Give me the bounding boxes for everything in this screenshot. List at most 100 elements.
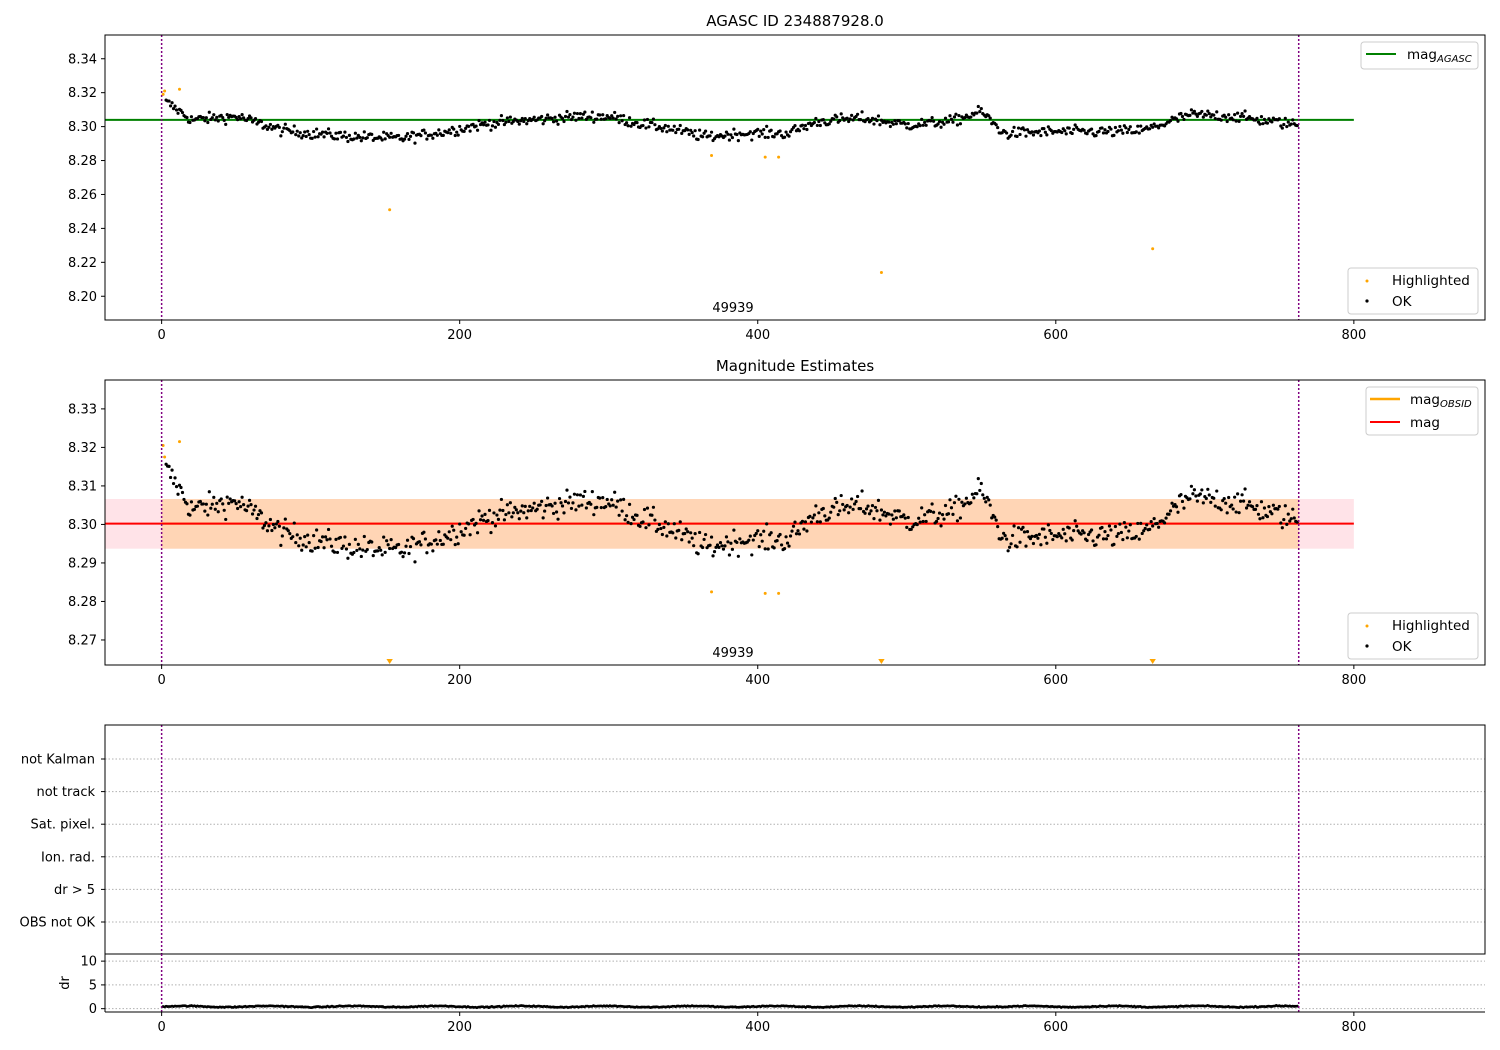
ok-point — [1015, 545, 1019, 549]
ok-point — [569, 117, 574, 122]
ok-point — [213, 118, 217, 122]
ok-point — [787, 544, 791, 548]
ok-point — [1286, 120, 1290, 124]
ok-point — [1255, 504, 1259, 508]
ok-point — [1118, 522, 1122, 526]
ok-point — [204, 116, 208, 120]
ok-point — [520, 116, 524, 121]
ok-point — [1051, 537, 1055, 542]
ok-point — [1192, 488, 1196, 492]
ok-point — [897, 119, 901, 123]
ok-point — [674, 130, 678, 135]
ok-point — [1064, 132, 1068, 136]
ok-point — [893, 119, 897, 123]
ok-point — [1137, 131, 1141, 135]
ok-point — [616, 114, 620, 118]
ok-point — [268, 517, 273, 522]
highlighted-point — [710, 590, 714, 594]
ok-point — [931, 510, 936, 514]
ok-point — [1270, 120, 1274, 124]
ok-point — [957, 113, 961, 118]
ok-point — [1267, 117, 1271, 121]
ok-point — [344, 547, 349, 551]
ok-point — [1006, 549, 1010, 553]
ok-point — [356, 542, 360, 546]
ok-point — [955, 123, 960, 127]
ok-point — [1152, 122, 1156, 126]
ok-point — [617, 120, 621, 125]
ok-point — [301, 134, 305, 138]
ok-point — [617, 513, 621, 517]
ok-point — [754, 531, 758, 536]
ok-point — [450, 524, 454, 528]
flag-label: OBS not OK — [20, 916, 96, 931]
ok-point — [407, 551, 411, 556]
ok-point — [1200, 488, 1204, 492]
ok-point — [192, 507, 197, 512]
ok-point — [554, 119, 559, 123]
ok-point — [246, 504, 250, 508]
ok-point — [312, 534, 316, 538]
ok-point — [236, 506, 240, 511]
ok-point — [845, 116, 849, 120]
ok-point — [1286, 512, 1290, 516]
ok-point — [632, 517, 636, 522]
ok-point — [920, 117, 924, 121]
ok-point — [727, 553, 732, 557]
ok-point — [833, 496, 837, 501]
ok-point — [441, 133, 445, 137]
ok-point — [866, 504, 870, 508]
ok-point — [261, 526, 265, 530]
ok-point — [338, 130, 343, 134]
ok-point — [526, 509, 530, 513]
ok-point — [167, 99, 171, 103]
ok-point — [358, 135, 362, 139]
ok-point — [322, 546, 326, 550]
ok-point — [282, 126, 286, 130]
ok-point — [449, 131, 453, 135]
ok-point — [1064, 539, 1068, 543]
ok-point — [1250, 505, 1255, 509]
ok-point — [170, 468, 174, 472]
ok-point — [772, 135, 776, 139]
ok-point — [325, 538, 329, 542]
ok-point — [732, 528, 736, 532]
axes-frame — [104, 379, 1486, 666]
ok-point — [1182, 506, 1186, 510]
ok-point — [447, 128, 451, 132]
ok-point — [817, 119, 821, 124]
ok-point — [692, 544, 696, 548]
ok-point — [1276, 507, 1280, 511]
ok-point — [475, 128, 480, 132]
ok-point — [1227, 113, 1231, 117]
ok-point — [294, 133, 298, 137]
ok-point — [730, 547, 735, 551]
ok-point — [608, 504, 612, 508]
ok-point — [501, 118, 505, 123]
ok-point — [225, 495, 229, 499]
ok-point — [215, 501, 219, 505]
x-tick-label: 600 — [1043, 328, 1068, 343]
ok-point — [441, 542, 445, 546]
ok-point — [566, 115, 571, 119]
ok-point — [748, 130, 752, 134]
ok-point — [1134, 130, 1138, 134]
ok-point — [979, 481, 983, 486]
ok-point — [878, 123, 882, 127]
ok-point — [686, 128, 690, 132]
ok-point — [528, 504, 532, 508]
ok-point — [541, 516, 545, 520]
ok-point — [219, 497, 223, 501]
ok-point — [352, 550, 356, 555]
ok-point — [674, 536, 678, 540]
ok-point — [1140, 531, 1144, 536]
ok-point — [712, 550, 717, 554]
highlighted-point — [763, 591, 767, 595]
ok-point — [1003, 534, 1007, 538]
ok-point — [660, 129, 664, 133]
ok-point — [805, 529, 809, 533]
ok-point — [1089, 528, 1094, 532]
ok-point — [1191, 492, 1195, 496]
ok-point — [850, 497, 854, 501]
ok-point — [1237, 119, 1241, 124]
